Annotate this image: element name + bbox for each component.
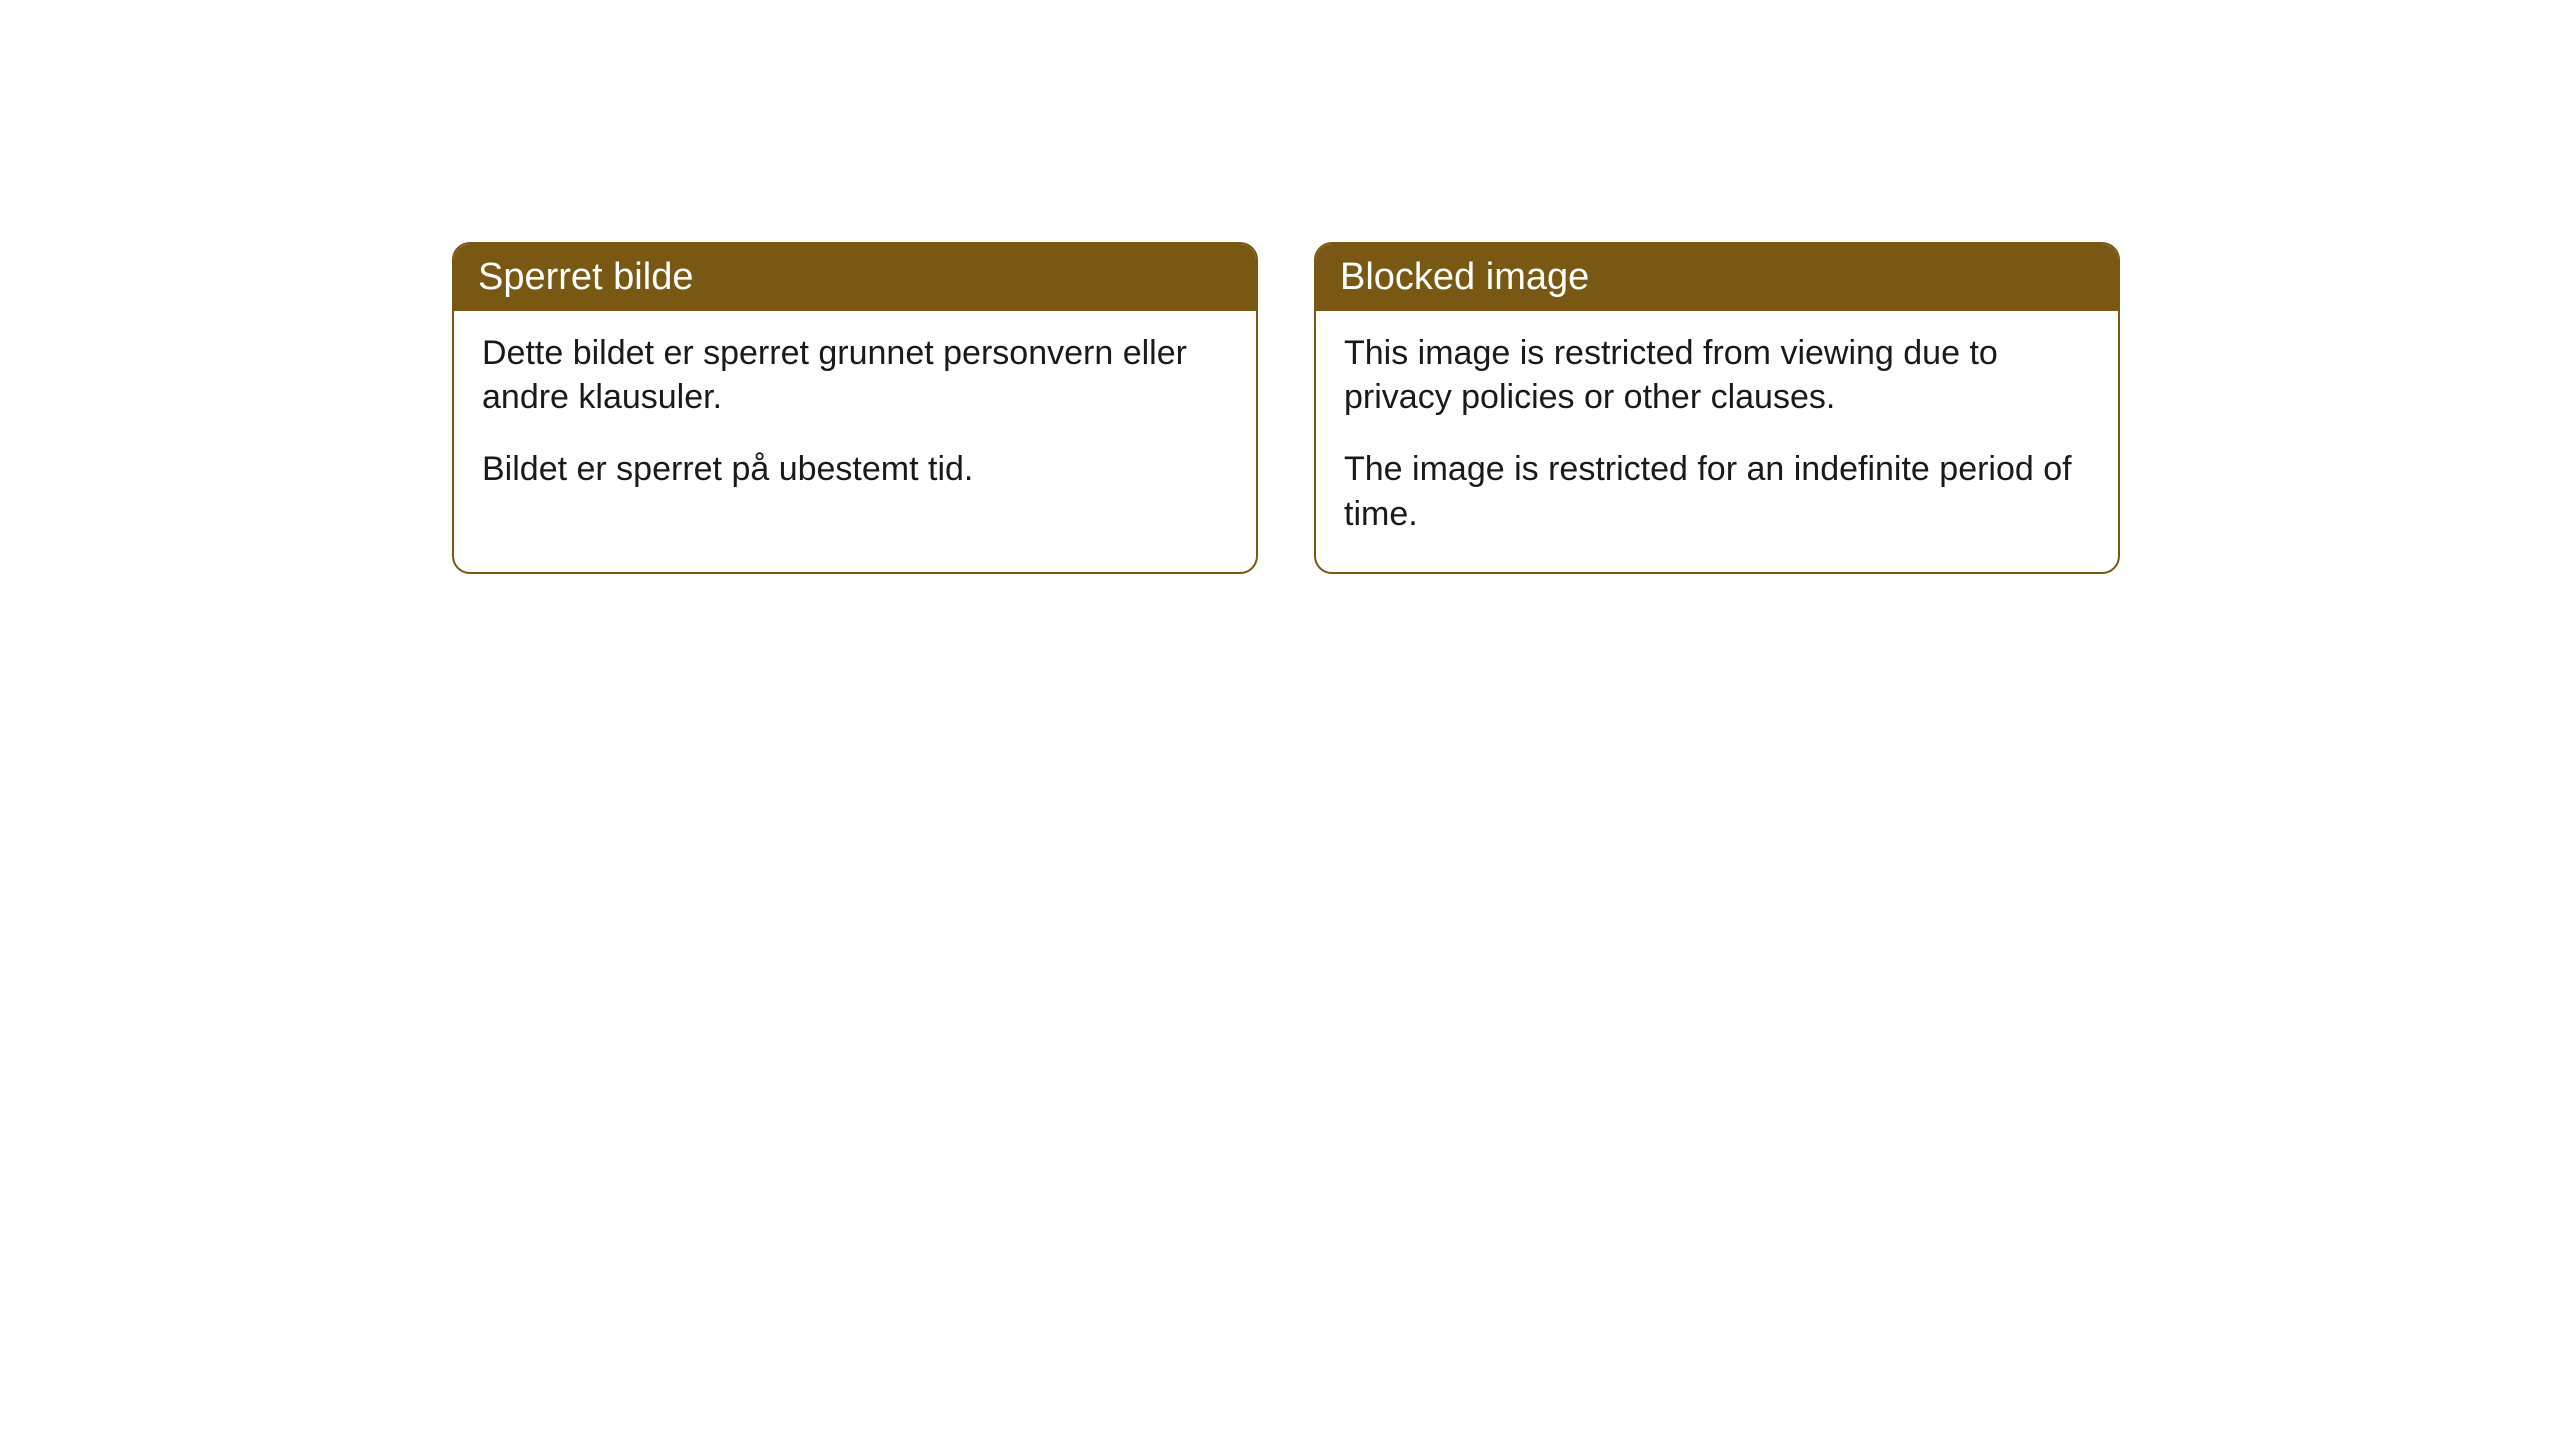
cards-container: Sperret bilde Dette bildet er sperret gr… [452, 242, 2120, 574]
card-title-norwegian: Sperret bilde [478, 256, 693, 298]
blocked-image-card-norwegian: Sperret bilde Dette bildet er sperret gr… [452, 242, 1258, 574]
card-paragraph-norwegian-1: Dette bildet er sperret grunnet personve… [482, 331, 1228, 419]
card-body-english: This image is restricted from viewing du… [1316, 311, 2118, 572]
blocked-image-card-english: Blocked image This image is restricted f… [1314, 242, 2120, 574]
card-paragraph-english-2: The image is restricted for an indefinit… [1344, 447, 2090, 535]
card-header-norwegian: Sperret bilde [454, 244, 1256, 311]
card-title-english: Blocked image [1340, 256, 1589, 298]
card-paragraph-english-1: This image is restricted from viewing du… [1344, 331, 2090, 419]
card-header-english: Blocked image [1316, 244, 2118, 311]
card-body-norwegian: Dette bildet er sperret grunnet personve… [454, 311, 1256, 528]
card-paragraph-norwegian-2: Bildet er sperret på ubestemt tid. [482, 447, 1228, 491]
